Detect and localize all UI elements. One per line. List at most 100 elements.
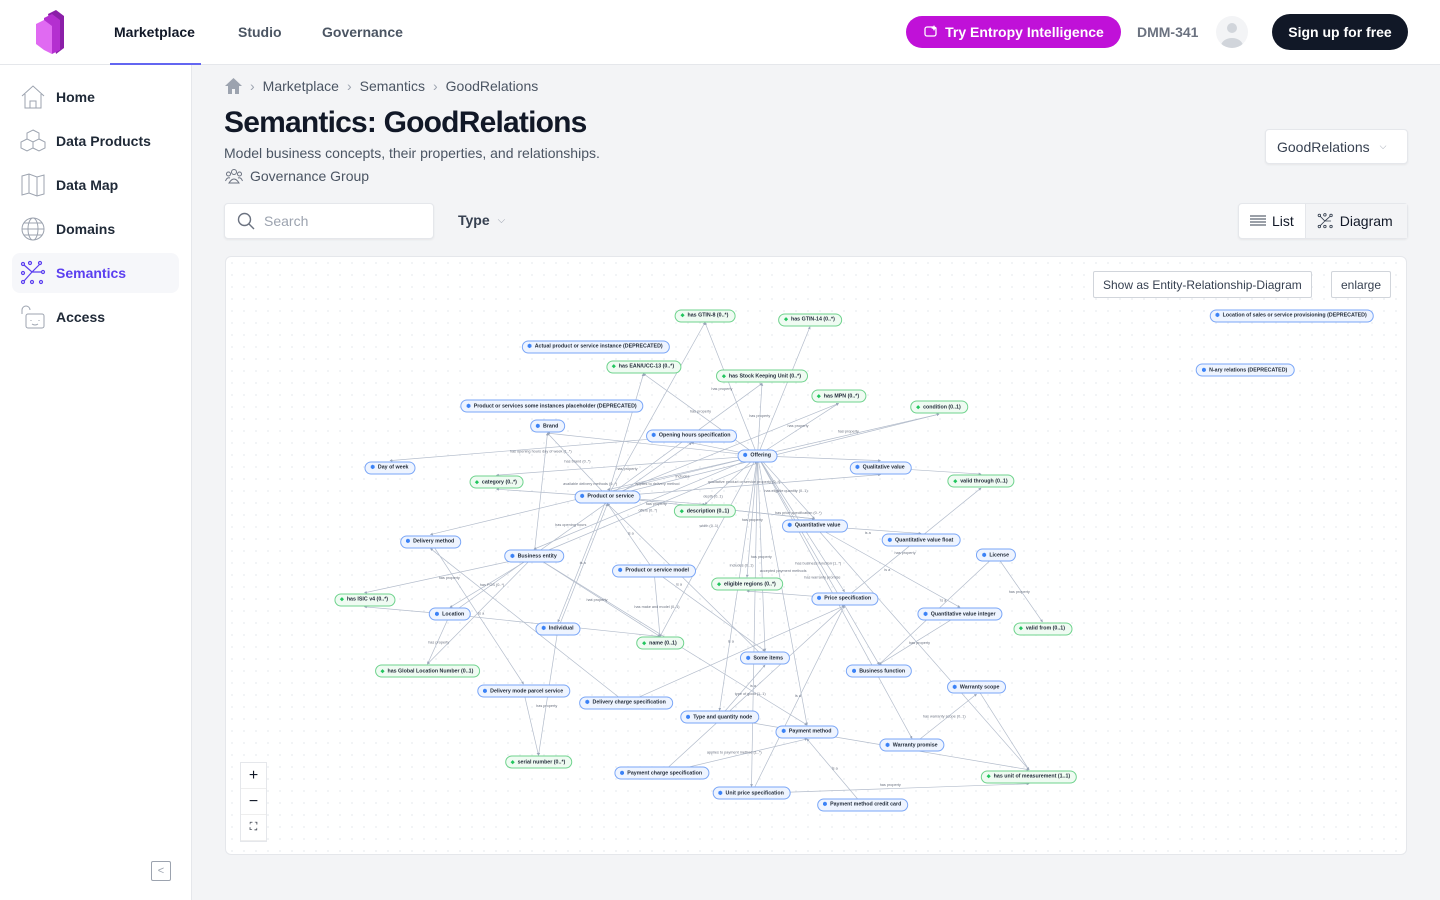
property-node[interactable]: ◆ has unit of measurement (1..1) [980, 770, 1078, 784]
property-node[interactable]: ◆ description (0..1) [673, 504, 737, 518]
class-node[interactable]: ⬢ Some items [739, 651, 791, 665]
class-node[interactable]: ⬢ Delivery mode parcel service [476, 684, 571, 698]
class-node[interactable]: ⬢ Business entity [504, 549, 564, 563]
fit-view-button[interactable]: ⛶ [241, 815, 266, 841]
class-node[interactable]: ⬢ Quantitative value float [881, 533, 961, 547]
property-node[interactable]: ◆ serial number (0..*) [504, 755, 573, 769]
avatar[interactable] [1216, 16, 1248, 48]
class-node[interactable]: ⬢ Day of week [364, 461, 416, 475]
class-node[interactable]: ⬢ Location [428, 607, 472, 621]
property-node[interactable]: ◆ has GTIN-14 (0..*) [778, 313, 842, 327]
sidebar-item-label: Access [56, 309, 106, 325]
property-node[interactable]: ◆ category (0..*) [469, 475, 524, 489]
users-icon [225, 169, 243, 184]
page-subtitle: Model business concepts, their propertie… [224, 145, 600, 161]
signup-button[interactable]: Sign up for free [1272, 14, 1408, 50]
sidebar-item-home[interactable]: Home [12, 77, 179, 117]
type-filter[interactable]: Type ⌵ [458, 212, 505, 228]
cube-icon: ⬢ [1215, 312, 1220, 319]
nav-marketplace[interactable]: Marketplace [110, 0, 201, 65]
breadcrumb-marketplace[interactable]: Marketplace [262, 78, 339, 94]
cube-icon: ⬢ [923, 611, 928, 618]
sidebar-item-domains[interactable]: Domains [12, 209, 179, 249]
breadcrumb-goodrelations[interactable]: GoodRelations [445, 78, 539, 94]
node-label: valid from (0..1) [1025, 625, 1066, 632]
property-node[interactable]: ◆ has GTIN-8 (0..*) [674, 309, 736, 322]
collapse-sidebar-button[interactable]: < [151, 861, 171, 881]
sidebar: Home Data Products Data Map Domains Sema… [0, 65, 192, 900]
class-node[interactable]: ⬢ Payment method credit card [816, 798, 909, 812]
class-node[interactable]: ⬢ Location of sales or service provisioni… [1209, 309, 1374, 322]
class-node[interactable]: ⬢ Warranty promise [879, 738, 945, 752]
property-node[interactable]: ◆ condition (0..1) [910, 400, 968, 414]
sidebar-item-data-map[interactable]: Data Map [12, 165, 179, 205]
class-node[interactable]: ⬢ Delivery method [399, 535, 462, 549]
class-node[interactable]: ⬢ Quantitative value [781, 519, 848, 533]
class-node[interactable]: ⬢ Opening hours specification [645, 429, 738, 443]
search-field[interactable] [224, 203, 434, 239]
cube-icon: ⬢ [887, 537, 893, 544]
nav-studio[interactable]: Studio [238, 24, 282, 40]
diagram-canvas[interactable] [225, 256, 1407, 855]
try-entropy-intelligence-button[interactable]: Try Entropy Intelligence [906, 16, 1121, 48]
class-node[interactable]: ⬢ Unit price specification [712, 786, 791, 800]
property-node[interactable]: ◆ has MPN (0..*) [810, 389, 867, 403]
tag-icon: ◆ [679, 508, 684, 515]
class-node[interactable]: ⬢ Payment method [775, 725, 839, 739]
vocabulary-select[interactable]: GoodRelations ⌵ [1265, 129, 1408, 164]
cube-icon: ⬢ [855, 464, 860, 471]
breadcrumb-semantics[interactable]: Semantics [359, 78, 425, 94]
class-node[interactable]: ⬢ N-ary relations (DEPRECATED) [1195, 363, 1295, 377]
class-node[interactable]: ⬢ Type and quantity node [679, 710, 760, 724]
class-node[interactable]: ⬢ Product or services some instances plac… [460, 399, 644, 413]
property-node[interactable]: ◆ has Stock Keeping Unit (0..*) [716, 369, 808, 383]
class-node[interactable]: ⬢ Qualitative value [849, 461, 912, 475]
sidebar-item-access[interactable]: Access [12, 297, 179, 337]
class-node[interactable]: ⬢ Brand [529, 419, 566, 433]
property-node[interactable]: ◆ has EAN/UCC-13 (0..*) [605, 360, 682, 374]
list-view-button[interactable]: List [1239, 204, 1305, 238]
zoom-in-button[interactable]: + [241, 763, 266, 789]
class-node[interactable]: ⬢ Individual [535, 622, 581, 636]
sidebar-item-semantics[interactable]: Semantics [12, 253, 179, 293]
list-view-label: List [1272, 213, 1294, 229]
property-node[interactable]: ◆ has ISIC v4 (0..*) [333, 593, 396, 607]
class-node[interactable]: ⬢ Business function [845, 664, 913, 678]
property-node[interactable]: ◆ name (0..1) [636, 636, 684, 650]
class-node[interactable]: ⬢ Product or service model [612, 564, 696, 578]
class-node[interactable]: ⬢ Price specification [810, 592, 879, 606]
tag-icon: ◆ [916, 404, 921, 411]
class-node[interactable]: ⬢ Warranty scope [946, 680, 1007, 694]
logo[interactable] [34, 10, 76, 54]
node-label: has Global Location Number (0..1) [387, 668, 474, 674]
sidebar-item-data-products[interactable]: Data Products [12, 121, 179, 161]
node-label: Some items [753, 655, 784, 662]
class-node[interactable]: ⬢ License [975, 548, 1017, 562]
cube-icon: ⬢ [822, 801, 828, 808]
cube-icon: ⬢ [527, 343, 532, 350]
enlarge-button[interactable]: enlarge [1331, 271, 1392, 298]
property-node[interactable]: ◆ eligible regions (0..*) [711, 577, 783, 591]
class-node[interactable]: ⬢ Payment charge specification [613, 766, 710, 780]
diagram-view-button[interactable]: Diagram [1304, 204, 1407, 238]
search-input[interactable] [264, 213, 414, 229]
node-label: Quantitative value integer [930, 611, 996, 618]
zoom-out-button[interactable]: − [241, 789, 266, 815]
class-node[interactable]: ⬢ Delivery charge specification [579, 696, 673, 710]
sidebar-item-label: Home [56, 89, 95, 105]
class-node[interactable]: ⬢ Offering [737, 449, 778, 463]
node-label: has EAN/UCC-13 (0..*) [618, 363, 675, 370]
node-label: Delivery charge specification [592, 699, 666, 706]
class-node[interactable]: ⬢ Actual product or service instance (DEP… [521, 340, 670, 354]
class-node[interactable]: ⬢ Product or service [574, 490, 641, 504]
property-node[interactable]: ◆ valid from (0..1) [1012, 622, 1073, 636]
cube-icon: ⬢ [541, 625, 546, 632]
show-er-diagram-button[interactable]: Show as Entity-Relationship-Diagram [1093, 271, 1312, 298]
home-icon[interactable] [225, 78, 242, 94]
node-label: Warranty scope [959, 684, 1000, 691]
class-node[interactable]: ⬢ Quantitative value integer [917, 607, 1003, 621]
property-node[interactable]: ◆ valid through (0..1) [947, 474, 1015, 488]
tag-icon: ◆ [722, 373, 726, 380]
property-node[interactable]: ◆ has Global Location Number (0..1) [374, 664, 481, 678]
nav-governance[interactable]: Governance [322, 24, 403, 40]
